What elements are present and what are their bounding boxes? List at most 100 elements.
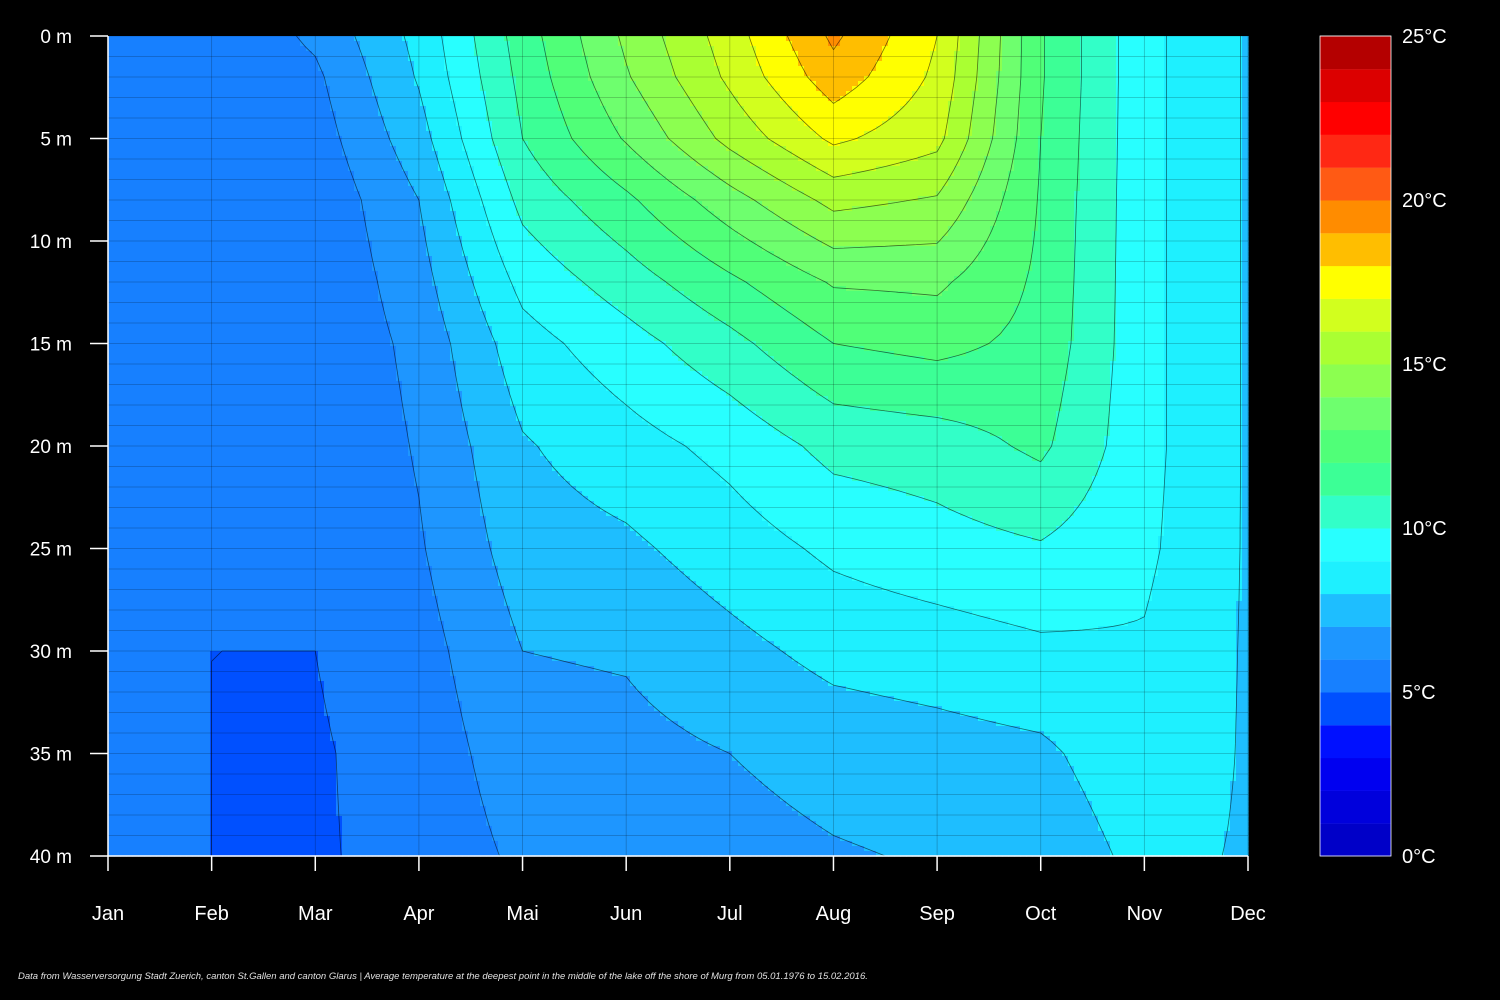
heat-cell [228,241,235,247]
heat-cell [192,391,199,397]
heat-cell [114,736,121,742]
heat-cell [144,681,151,687]
heat-cell [210,431,217,437]
heat-cell [192,506,199,512]
heat-cell [204,271,211,277]
heat-cell [180,811,187,817]
heat-cell [198,821,205,827]
heat-cell [126,251,133,257]
heat-cell [156,826,163,832]
heat-cell [162,701,169,707]
heat-cell [174,731,181,737]
heat-cell [276,201,283,207]
heat-cell [192,126,199,132]
heat-cell [198,116,205,122]
heat-cell [114,461,121,467]
heat-cell [162,176,169,182]
heat-cell [282,656,289,662]
heat-cell [222,206,229,212]
heat-cell [108,456,115,462]
heat-cell [264,376,271,382]
heat-cell [120,81,127,87]
heat-cell [228,91,235,97]
heat-cell [126,536,133,542]
heat-cell [252,331,259,337]
heat-cell [228,121,235,127]
heat-cell [180,381,187,387]
heat-cell [288,251,295,257]
heat-cell [138,471,145,477]
heat-cell [192,591,199,597]
heat-cell [108,171,115,177]
heat-cell [216,781,223,787]
heat-cell [288,101,295,107]
heat-cell [180,656,187,662]
heat-cell [258,446,265,452]
heat-cell [192,331,199,337]
heat-cell [204,456,211,462]
heat-cell [114,836,121,842]
heat-cell [120,401,127,407]
heat-cell [264,661,271,667]
heat-cell [132,781,139,787]
heat-cell [258,496,265,502]
heat-cell [246,276,253,282]
heat-cell [132,741,139,747]
heat-cell [174,146,181,152]
heat-cell [240,336,247,342]
heat-cell [120,511,127,517]
heat-cell [276,36,283,42]
heat-cell [240,651,247,657]
heat-cell [156,491,163,497]
heat-cell [168,651,175,657]
heat-cell [150,91,157,97]
heat-cell [264,401,271,407]
heat-cell [138,531,145,537]
heat-cell [120,446,127,452]
heat-cell [246,251,253,257]
heat-cell [156,406,163,412]
heat-cell [126,561,133,567]
heat-cell [138,596,145,602]
heat-cell [168,601,175,607]
heat-cell [222,71,229,77]
heat-cell [246,106,253,112]
heat-cell [216,316,223,322]
heat-cell [240,801,247,807]
heat-cell [120,476,127,482]
heat-cell [264,656,271,662]
heat-cell [156,346,163,352]
heat-cell [162,531,169,537]
heat-cell [114,731,121,737]
heat-cell [186,811,193,817]
heat-cell [180,131,187,137]
heat-cell [210,791,217,797]
heat-cell [138,271,145,277]
heat-cell [270,231,277,237]
heat-cell [228,116,235,122]
heat-cell [276,116,283,122]
heat-cell [282,836,289,842]
heat-cell [264,756,271,762]
heat-cell [264,821,271,827]
heat-cell [174,801,181,807]
heat-cell [162,636,169,642]
heat-cell [132,726,139,732]
heat-cell [162,266,169,272]
heat-cell [156,81,163,87]
heat-cell [282,471,289,477]
heat-cell [216,346,223,352]
heat-cell [252,271,259,277]
heat-cell [138,661,145,667]
heat-cell [192,386,199,392]
heat-cell [204,841,211,847]
heat-cell [150,241,157,247]
heat-cell [126,406,133,412]
heat-cell [234,371,241,377]
heat-cell [156,161,163,167]
heat-cell [270,701,277,707]
heat-cell [120,351,127,357]
heat-cell [186,431,193,437]
heat-cell [222,401,229,407]
heat-cell [180,191,187,197]
